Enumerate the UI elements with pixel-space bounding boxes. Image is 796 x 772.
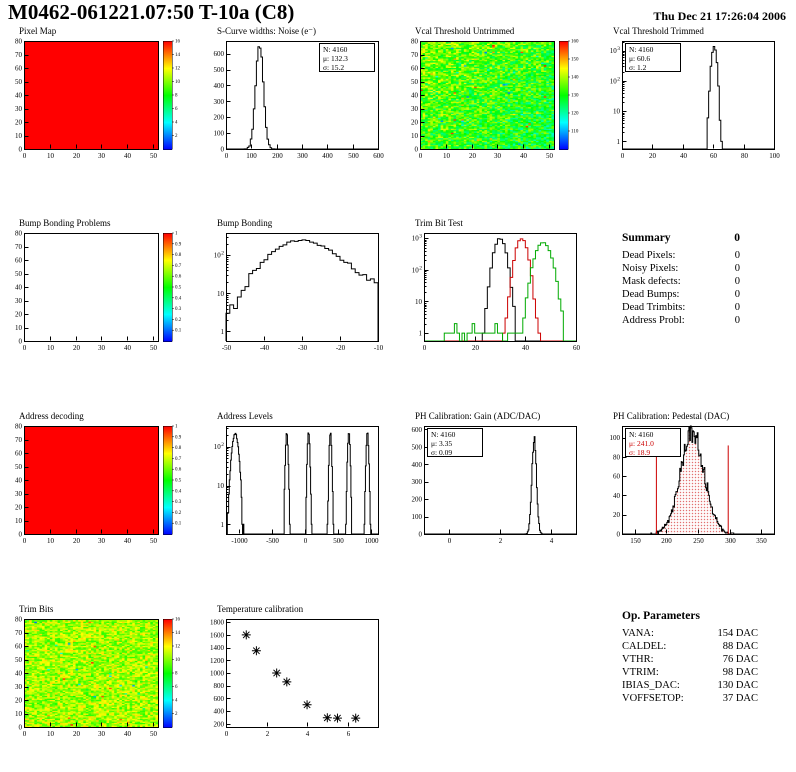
report-date: Thu Dec 21 17:26:04 2006 xyxy=(653,9,786,23)
param-value: 0 xyxy=(734,302,740,313)
address-levels-histogram xyxy=(202,422,390,554)
panel-pixel-map: Pixel Map xyxy=(4,26,196,172)
vcal-untrimmed-heatmap xyxy=(400,37,588,169)
bump-problems-heatmap xyxy=(4,229,192,361)
param-label: CALDEL: xyxy=(622,641,667,652)
chart-title-pixel-map: Pixel Map xyxy=(19,26,57,36)
param-value: 0 xyxy=(734,276,740,287)
param-row: IBIAS_DAC: 130 DAC xyxy=(622,679,758,692)
chart-title-address-levels: Address Levels xyxy=(217,411,273,421)
op-parameters-title: Op. Parameters xyxy=(622,610,700,622)
chart-title-bump-bonding: Bump Bonding xyxy=(217,218,273,228)
param-label: VTHR: xyxy=(622,654,654,665)
param-value: 0 xyxy=(734,315,740,326)
chart-title-bump-problems: Bump Bonding Problems xyxy=(19,218,111,228)
param-value: 154 DAC xyxy=(717,628,758,639)
op-parameters-rows: VANA: 154 DAC CALDEL: 88 DAC VTHR: 76 DAC VTRI… xyxy=(622,627,758,705)
ph-gain-histogram xyxy=(400,422,588,554)
chart-title-scurve-noise: S-Curve widths: Noise (e⁻) xyxy=(217,26,316,36)
param-value: 98 DAC xyxy=(722,667,758,678)
panel-vcal-trimmed: Vcal Threshold Trimmed xyxy=(598,26,790,172)
trim-bits-heatmap xyxy=(4,615,192,747)
panel-bump-problems: Bump Bonding Problems xyxy=(4,218,196,364)
temp-calibration-scatter xyxy=(202,615,390,747)
param-label: Mask defects: xyxy=(622,276,681,287)
param-value: 0 xyxy=(734,250,740,261)
panel-trim-bits: Trim Bits xyxy=(4,604,196,750)
param-value: 0 xyxy=(734,263,740,274)
panel-temp-calibration: Temperature calibration xyxy=(202,604,394,750)
panel-trim-bit-test: Trim Bit Test xyxy=(400,218,592,364)
param-value: 88 DAC xyxy=(722,641,758,652)
summary-title: Summary xyxy=(622,232,671,244)
param-value: 0 xyxy=(734,289,740,300)
chart-title-temp-calibration: Temperature calibration xyxy=(217,604,304,614)
param-label: VTRIM: xyxy=(622,667,659,678)
panel-address-levels: Address Levels xyxy=(202,411,394,557)
param-label: Dead Bumps: xyxy=(622,289,680,300)
panel-ph-gain: PH Calibration: Gain (ADC/DAC) xyxy=(400,411,592,557)
param-row: VTHR: 76 DAC xyxy=(622,653,758,666)
param-label: IBIAS_DAC: xyxy=(622,680,680,691)
param-label: Dead Trimbits: xyxy=(622,302,686,313)
op-parameters-panel: Op. Parameters VANA: 154 DAC CALDEL: 88 DAC… xyxy=(622,610,758,705)
param-label: VANA: xyxy=(622,628,654,639)
summary-panel: Summary 0 Dead Pixels: 0 Noisy Pixels: 0 Mas… xyxy=(622,232,740,327)
address-decoding-heatmap xyxy=(4,422,192,554)
scurve-noise-histogram xyxy=(202,37,390,169)
param-label: Noisy Pixels: xyxy=(622,263,679,274)
chart-title-trim-bits: Trim Bits xyxy=(19,604,54,614)
param-row: VOFFSETOP: 37 DAC xyxy=(622,692,758,705)
param-row: VTRIM: 98 DAC xyxy=(622,666,758,679)
summary-total: 0 xyxy=(734,232,740,244)
param-label: VOFFSETOP: xyxy=(622,693,684,704)
pixel-map-heatmap xyxy=(4,37,192,169)
panel-scurve-noise: S-Curve widths: Noise (e⁻) xyxy=(202,26,394,172)
trim-bit-test-histogram xyxy=(400,229,588,361)
chart-title-vcal-untrimmed: Vcal Threshold Untrimmed xyxy=(415,26,515,36)
param-row: Address Probl: 0 xyxy=(622,314,740,327)
chart-title-address-decoding: Address decoding xyxy=(19,411,84,421)
panel-address-decoding: Address decoding xyxy=(4,411,196,557)
param-row: Dead Trimbits: 0 xyxy=(622,301,740,314)
chart-title-ph-gain: PH Calibration: Gain (ADC/DAC) xyxy=(415,411,541,421)
param-value: 130 DAC xyxy=(717,680,758,691)
param-row: VANA: 154 DAC xyxy=(622,627,758,640)
page-title: M0462-061221.07:50 T-10a (C8) xyxy=(8,0,295,24)
param-label: Dead Pixels: xyxy=(622,250,676,261)
param-value: 76 DAC xyxy=(722,654,758,665)
chart-title-ph-pedestal: PH Calibration: Pedestal (DAC) xyxy=(613,411,730,421)
panel-ph-pedestal: PH Calibration: Pedestal (DAC) xyxy=(598,411,790,557)
vcal-trimmed-histogram xyxy=(598,37,786,169)
param-row: Dead Bumps: 0 xyxy=(622,288,740,301)
ph-pedestal-histogram xyxy=(598,422,786,554)
param-value: 37 DAC xyxy=(722,693,758,704)
param-label: Address Probl: xyxy=(622,315,685,326)
chart-title-trim-bit-test: Trim Bit Test xyxy=(415,218,463,228)
param-row: Noisy Pixels: 0 xyxy=(622,262,740,275)
panel-bump-bonding: Bump Bonding xyxy=(202,218,394,364)
param-row: Mask defects: 0 xyxy=(622,275,740,288)
param-row: CALDEL: 88 DAC xyxy=(622,640,758,653)
panel-vcal-untrimmed: Vcal Threshold Untrimmed xyxy=(400,26,592,172)
bump-bonding-histogram xyxy=(202,229,390,361)
summary-rows: Dead Pixels: 0 Noisy Pixels: 0 Mask defects:… xyxy=(622,249,740,327)
chart-title-vcal-trimmed: Vcal Threshold Trimmed xyxy=(613,26,704,36)
param-row: Dead Pixels: 0 xyxy=(622,249,740,262)
